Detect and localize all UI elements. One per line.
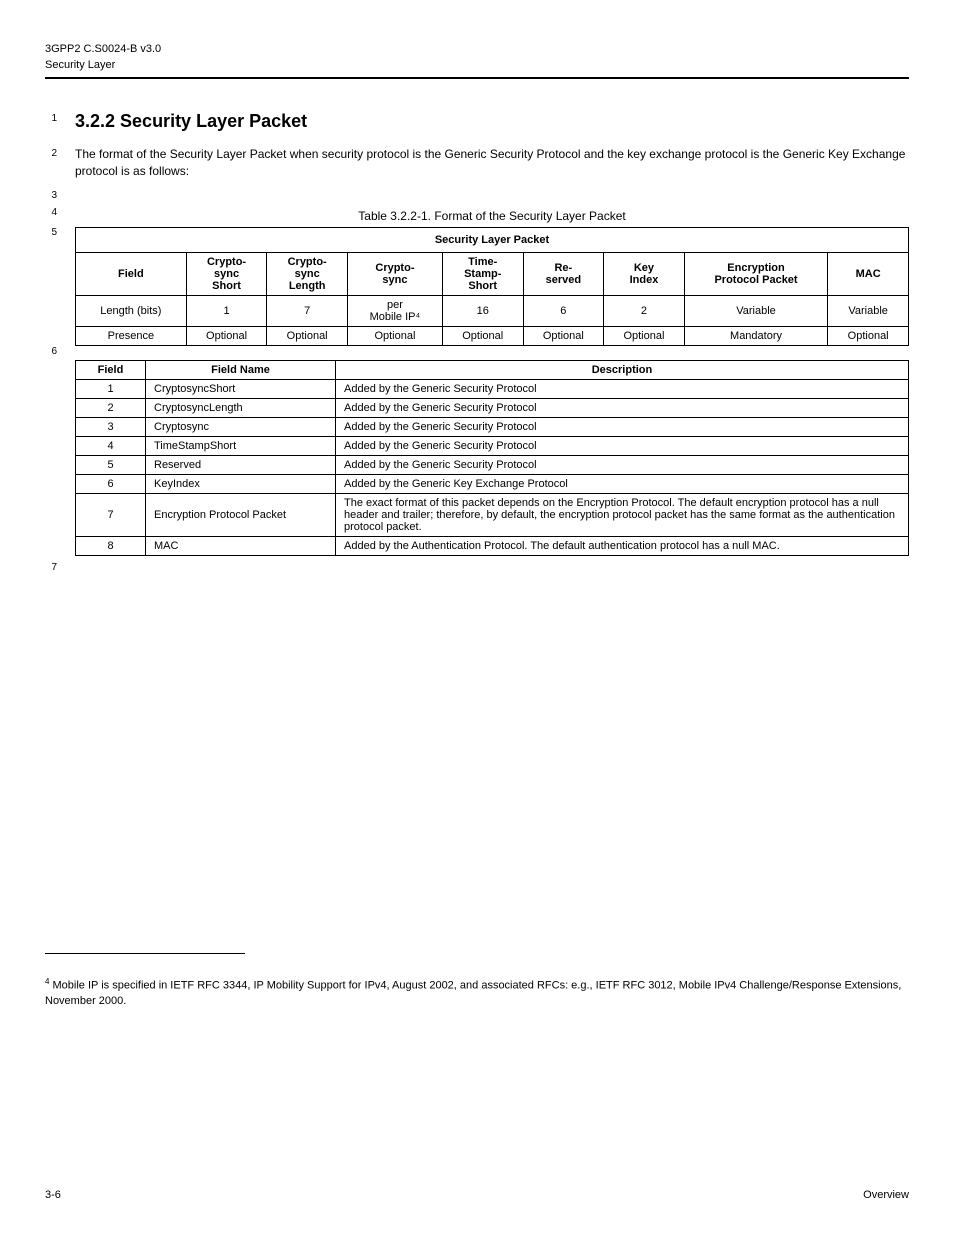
table-cell: Optional — [523, 326, 604, 345]
table-cell: 1 — [186, 295, 267, 326]
line-number: 1 — [45, 111, 57, 124]
table-row: 5ReservedAdded by the Generic Security P… — [76, 455, 909, 474]
t2-h1: Field Name — [146, 360, 336, 379]
table-cell: Optional — [442, 326, 523, 345]
table-cell: 6 — [523, 295, 604, 326]
table-row: 2CryptosyncLengthAdded by the Generic Se… — [76, 398, 909, 417]
table-cell: Mandatory — [684, 326, 828, 345]
line-number: 3 — [45, 190, 57, 201]
t1-h1: Crypto-syncShort — [186, 252, 267, 295]
t1-h7: EncryptionProtocol Packet — [684, 252, 828, 295]
footer-section: Overview — [863, 1189, 909, 1201]
footnote-body: Mobile IP is specified in IETF RFC 3344,… — [45, 979, 901, 1007]
t1-h6: KeyIndex — [604, 252, 685, 295]
field-description-table: Field Field Name Description 1Cryptosync… — [75, 360, 909, 556]
table-cell: Optional — [347, 326, 442, 345]
table-cell: 16 — [442, 295, 523, 326]
line-number: 5 — [45, 227, 57, 238]
t1-h5: Re-served — [523, 252, 604, 295]
table-cell: Optional — [267, 326, 348, 345]
table1-caption: Table 3.2.2-1. Format of the Security La… — [75, 209, 909, 223]
t1-len-label: Length (bits) — [76, 295, 187, 326]
header-doc-id: 3GPP2 C.S0024-B v3.0 — [45, 43, 909, 55]
footnote-text: 4 Mobile IP is specified in IETF RFC 334… — [45, 976, 909, 1011]
table-cell: Variable — [828, 295, 909, 326]
table-row: 3CryptosyncAdded by the Generic Security… — [76, 417, 909, 436]
section-intro: The format of the Security Layer Packet … — [75, 146, 909, 180]
t1-h8: MAC — [828, 252, 909, 295]
table-row: 6KeyIndexAdded by the Generic Key Exchan… — [76, 474, 909, 493]
table-row: 8MACAdded by the Authentication Protocol… — [76, 536, 909, 555]
table-cell: Optional — [604, 326, 685, 345]
t2-h2: Description — [336, 360, 909, 379]
footer-page-number: 3-6 — [45, 1189, 61, 1201]
header-title: Security Layer — [45, 59, 909, 71]
security-layer-packet-table: Security Layer Packet Field Crypto-syncS… — [75, 227, 909, 346]
t1-h0: Field — [76, 252, 187, 295]
t2-h0: Field — [76, 360, 146, 379]
table1-title: Security Layer Packet — [76, 227, 909, 252]
section-heading: 3.2.2 Security Layer Packet — [75, 111, 909, 132]
header-rule — [45, 77, 909, 79]
table-cell: Optional — [828, 326, 909, 345]
line-number: 2 — [45, 146, 57, 159]
table-row: 7Encryption Protocol PacketThe exact for… — [76, 493, 909, 536]
line-number: 6 — [45, 346, 57, 357]
line-number: 7 — [45, 562, 57, 573]
t1-h3: Crypto-sync — [347, 252, 442, 295]
line-number: 4 — [45, 201, 57, 218]
table-cell: Variable — [684, 295, 828, 326]
table-cell: perMobile IP⁴ — [347, 295, 442, 326]
table-cell: Optional — [186, 326, 267, 345]
table-cell: 7 — [267, 295, 348, 326]
t1-h2: Crypto-syncLength — [267, 252, 348, 295]
footnote — [45, 953, 245, 954]
table-row: 4TimeStampShortAdded by the Generic Secu… — [76, 436, 909, 455]
t1-pres-label: Presence — [76, 326, 187, 345]
table-row: 1CryptosyncShortAdded by the Generic Sec… — [76, 379, 909, 398]
table-cell: 2 — [604, 295, 685, 326]
t1-h4: Time-Stamp-Short — [442, 252, 523, 295]
